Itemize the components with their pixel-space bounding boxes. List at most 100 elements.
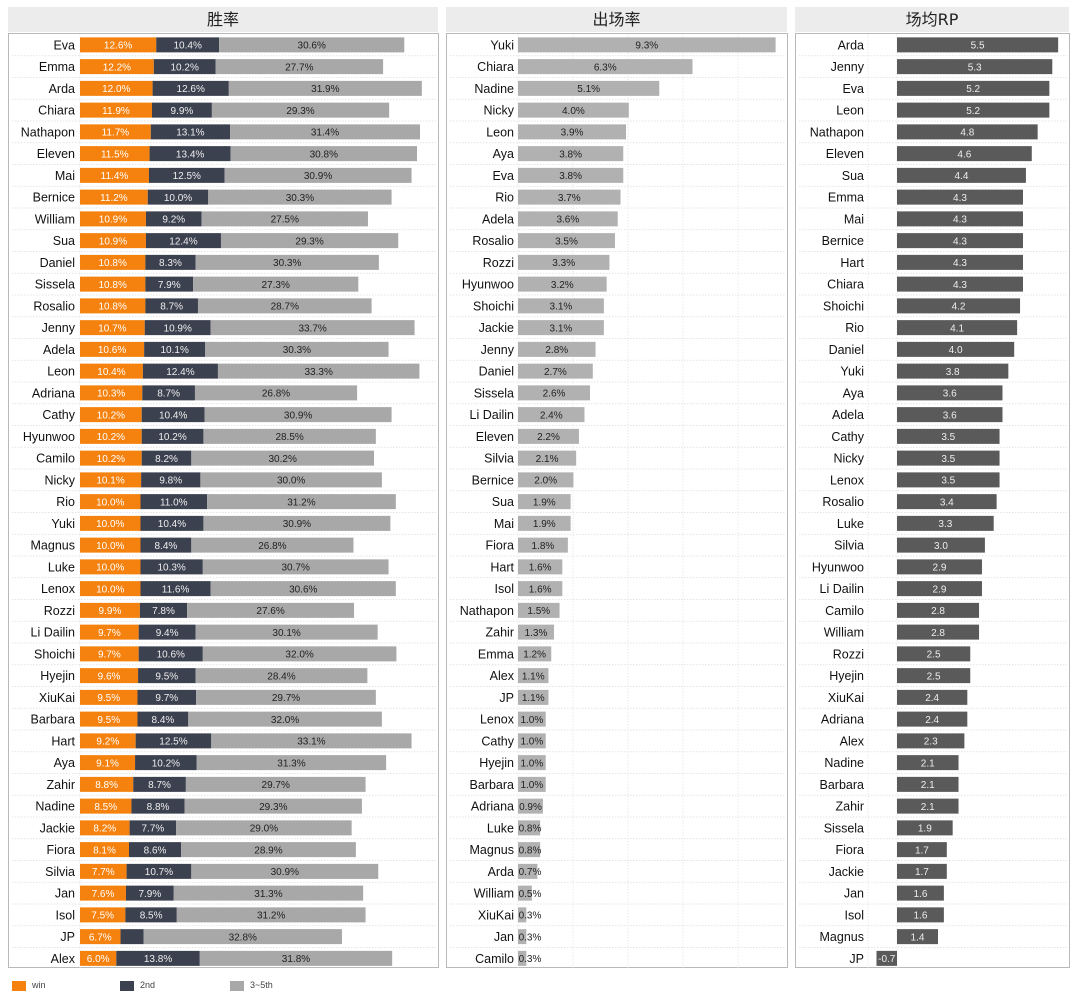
bar-avg-rp: [897, 537, 985, 553]
category-label: XiuKai: [478, 908, 514, 922]
bar-avg-rp: [897, 363, 1009, 379]
data-label: 2.4%: [540, 410, 563, 421]
category-label: Isol: [56, 908, 75, 922]
category-label: Rio: [495, 191, 514, 205]
bar-pick-rate: [518, 102, 629, 118]
data-label: 4.3: [953, 258, 967, 269]
data-label: 2.5: [927, 671, 941, 682]
data-label: 3.5: [941, 454, 955, 465]
bar-win: [80, 472, 142, 488]
data-label: 31.2%: [257, 911, 285, 922]
data-label: 28.9%: [254, 845, 282, 856]
bar-second: [144, 320, 211, 336]
category-label: Bernice: [822, 234, 864, 248]
data-label: 6.3%: [594, 62, 617, 73]
data-label: 2.8: [931, 628, 945, 639]
data-label: 10.8%: [98, 280, 126, 291]
data-label: 10.4%: [159, 410, 187, 421]
data-label: 9.9%: [99, 606, 122, 617]
category-label: Jenny: [42, 321, 76, 335]
bar-win: [80, 494, 141, 510]
category-label: Daniel: [40, 256, 75, 270]
data-label: 31.9%: [311, 84, 339, 95]
bar-pick-rate: [518, 37, 776, 53]
legend-label-second: 2nd: [140, 980, 156, 990]
bar-second: [141, 428, 204, 444]
bar-third: [143, 929, 342, 945]
bar-third: [197, 298, 372, 314]
category-label: Aya: [843, 386, 864, 400]
category-label: Adriana: [32, 386, 75, 400]
category-label: Hart: [490, 560, 514, 574]
data-label: 0.5%: [519, 889, 542, 900]
bar-pick-rate: [518, 624, 555, 640]
bar-pick-rate: [518, 820, 541, 836]
bar-win: [80, 820, 130, 836]
bar-pick-rate: [518, 428, 579, 444]
data-label: 31.3%: [254, 889, 282, 900]
data-label: 26.8%: [262, 389, 290, 400]
category-label: Nicky: [44, 473, 75, 487]
data-label: 0.3%: [519, 932, 542, 943]
bar-avg-rp: [897, 233, 1023, 249]
bar-win: [80, 515, 141, 531]
data-label: 2.7%: [544, 367, 567, 378]
data-label: 10.8%: [98, 302, 126, 313]
category-label: Bernice: [472, 473, 514, 487]
data-label: 3.8%: [559, 149, 582, 160]
bar-win: [80, 298, 146, 314]
data-label: 1.5%: [527, 606, 550, 617]
data-label: 2.4: [925, 715, 939, 726]
data-label: 2.5: [927, 650, 941, 661]
bar-third: [207, 494, 396, 510]
bar-avg-rp: [897, 820, 953, 836]
bar-pick-rate: [518, 407, 585, 423]
bar-pick-rate: [518, 515, 571, 531]
bar-third: [184, 798, 362, 814]
data-label: 3.6: [943, 389, 957, 400]
data-label: 31.4%: [311, 128, 339, 139]
bar-avg-rp: [897, 711, 968, 727]
category-label: Chiara: [827, 278, 864, 292]
bar-third: [187, 602, 355, 618]
data-label: 3.3: [938, 519, 952, 530]
category-label: Adela: [482, 212, 514, 226]
category-label: Rosalio: [822, 495, 864, 509]
bar-win: [80, 711, 138, 727]
bar-second: [150, 124, 231, 140]
bar-third: [191, 450, 375, 466]
category-label: Fiora: [486, 539, 515, 553]
data-label: 28.5%: [275, 432, 303, 443]
bar-pick-rate: [518, 559, 563, 575]
data-label: 7.5%: [91, 911, 114, 922]
data-label: 7.8%: [152, 606, 175, 617]
data-label: 1.6%: [529, 584, 552, 595]
category-label: Rosalio: [472, 234, 514, 248]
bar-win: [80, 363, 143, 379]
category-label: Cathy: [481, 734, 514, 748]
data-label: 9.5%: [97, 715, 120, 726]
category-label: Sissela: [824, 821, 864, 835]
bar-third: [204, 407, 392, 423]
data-label: 0.9%: [519, 802, 542, 813]
data-label: 29.3%: [286, 106, 314, 117]
bar-win: [80, 537, 141, 553]
data-label: 10.3%: [157, 563, 185, 574]
data-label: 30.9%: [304, 171, 332, 182]
data-label: 10.2%: [97, 432, 125, 443]
data-label: 9.5%: [155, 671, 178, 682]
bar-third: [191, 863, 379, 879]
category-label: Li Dailin: [31, 626, 76, 640]
category-label: Alex: [490, 669, 515, 683]
category-label: Luke: [837, 517, 864, 531]
category-label: Hyunwoo: [462, 278, 514, 292]
category-label: Cathy: [831, 430, 864, 444]
data-label: 27.6%: [256, 606, 284, 617]
data-label: 1.9: [918, 824, 932, 835]
bar-win: [80, 755, 136, 771]
bar-avg-rp: [897, 668, 971, 684]
category-label: Jenny: [831, 60, 865, 74]
data-label: 10.3%: [97, 389, 125, 400]
data-label: 8.5%: [140, 911, 163, 922]
data-label: 10.2%: [97, 410, 125, 421]
